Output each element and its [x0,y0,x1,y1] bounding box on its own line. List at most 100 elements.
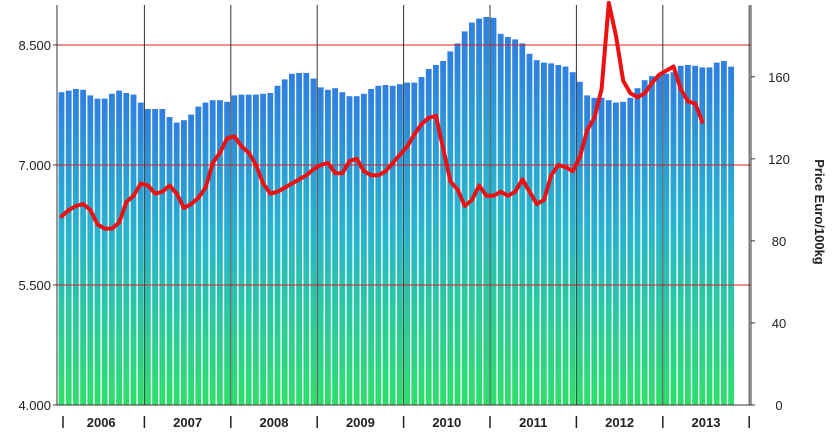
bar [584,95,590,406]
bar [109,93,115,406]
bar-series [58,17,734,406]
bar [339,92,346,405]
year-label: 2013 [692,415,721,430]
bar [533,60,540,405]
left-axis-tick-labels: 4.000 5.500 7.000 8.500 [18,38,57,413]
bar [634,88,641,405]
bar [728,66,734,405]
bar [397,84,403,405]
bar [454,43,461,406]
bar [663,73,670,406]
bar [274,85,281,406]
bar [94,98,101,405]
right-tick-label: 80 [772,234,786,249]
bar [159,109,166,405]
year-label: 2010 [432,415,461,430]
bar [562,66,569,405]
bar [541,62,547,405]
left-tick-label: 5.500 [18,278,51,293]
bar [713,62,720,405]
bar [188,114,194,405]
right-tick-label: 120 [768,152,790,167]
bar [598,97,605,406]
bar [253,94,259,405]
right-tick-label: 40 [772,316,786,331]
price-line-series [59,0,705,231]
year-label: 2006 [87,415,116,430]
bar [476,18,482,405]
bar [195,106,202,405]
year-label: 2008 [260,415,289,430]
bar [382,85,389,405]
bar [238,94,245,405]
bar [332,88,338,405]
bar [173,122,180,405]
bar [296,73,302,405]
bar [325,89,331,406]
bar [649,76,655,405]
bar [317,87,324,406]
year-label: 2009 [346,415,375,430]
left-tick-label: 7.000 [18,158,51,173]
price-line [59,0,705,231]
bar [548,63,554,406]
bar [130,94,137,405]
bar [505,37,511,405]
bar [404,82,410,405]
bar [116,90,122,405]
bar [303,73,310,405]
bar [641,80,648,405]
bar [670,72,677,405]
right-tick-label: 160 [768,70,790,85]
bar [245,94,252,405]
right-axis-tick-labels: 0 40 80 120 160 [751,70,790,413]
bar [721,61,727,405]
bar [483,17,490,405]
bar [145,109,151,405]
left-tick-label: 4.000 [18,398,51,413]
bar [699,67,706,406]
bar [569,72,576,405]
bar [368,89,374,405]
bar [411,82,418,405]
bar [375,85,382,406]
bar [555,65,562,405]
bar [346,96,353,405]
year-label: 2011 [519,415,547,430]
bar [433,65,439,405]
bar [73,89,79,405]
right-tick-label: 0 [775,398,782,413]
bar [123,93,130,405]
bar [447,51,454,406]
bar [706,67,713,406]
bar [620,101,626,406]
bar [425,69,432,405]
bar [591,97,598,406]
bar [656,74,662,405]
bar [181,120,187,405]
bar [526,53,533,406]
bar [512,39,518,406]
bar [389,85,396,406]
bar [519,43,526,406]
bar [267,93,274,405]
bar [231,95,238,406]
bar [224,101,230,406]
bar [209,100,216,405]
bar [353,96,360,405]
bar [58,92,65,405]
bar [217,100,223,405]
x-axis-year-labels: 2006 2007 2008 2009 2010 2011 2012 2013 [62,415,750,430]
plot-frame [56,5,752,406]
bar [461,31,468,406]
bar [361,93,367,406]
bar [281,79,288,406]
bar [202,102,209,405]
bar [613,102,619,405]
bar [87,95,94,406]
bar [692,65,698,406]
bar [289,73,295,406]
bar [260,93,266,406]
